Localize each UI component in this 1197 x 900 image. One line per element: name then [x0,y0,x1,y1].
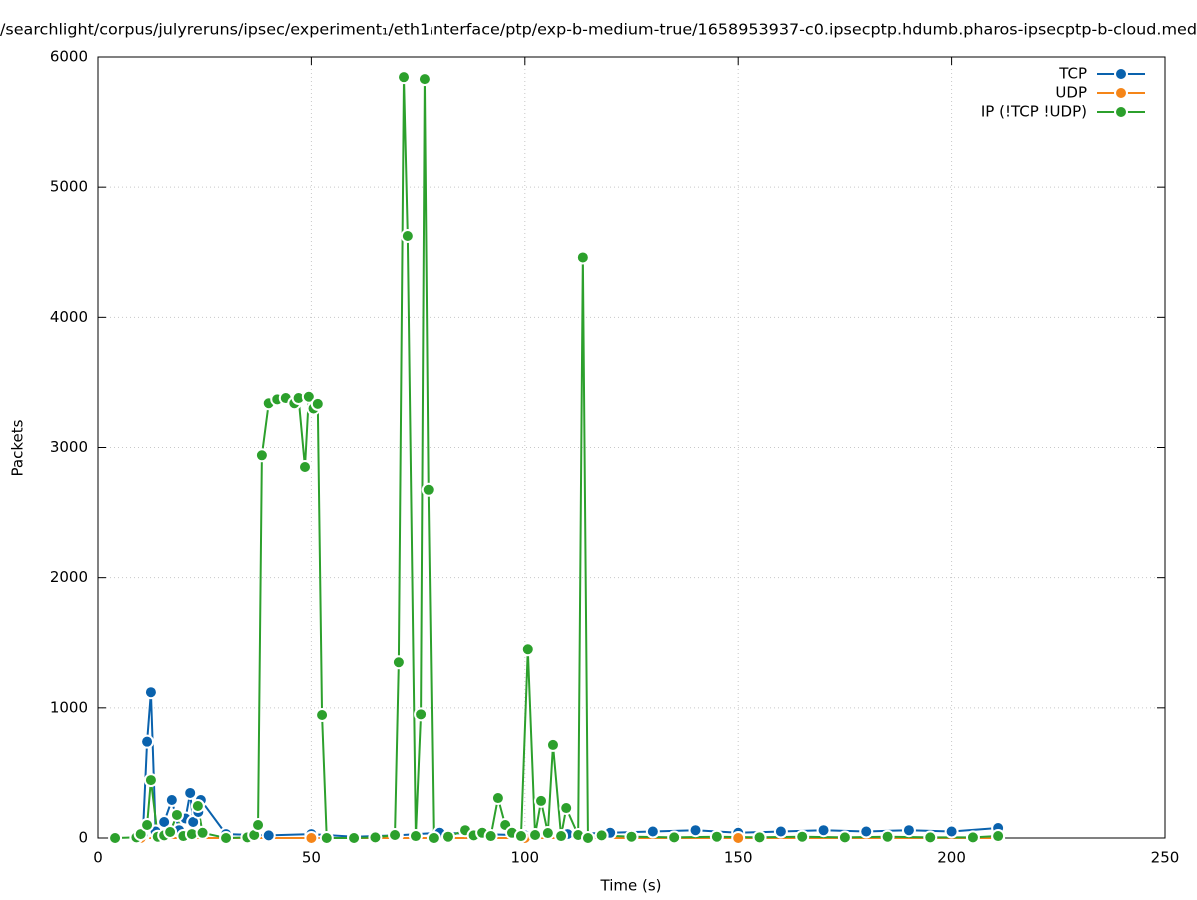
data-point [421,482,436,497]
data-point [440,829,455,844]
data-point [624,829,639,844]
data-point [991,829,1006,844]
data-point [143,773,158,788]
x-tick-label: 250 [1151,849,1180,867]
x-tick-label: 150 [724,849,753,867]
x-tick-label: 0 [93,849,103,867]
y-tick-label: 1000 [50,698,88,716]
data-point [540,826,555,841]
data-point [554,829,569,844]
y-tick-label: 6000 [50,48,88,66]
data-point [251,817,266,832]
data-point [837,830,852,845]
data-point [108,831,123,845]
data-point [315,707,330,722]
data-point [368,830,383,845]
data-point [195,825,210,840]
data-point [752,830,767,845]
data-point [773,824,788,839]
plot-area [108,70,1006,845]
data-point [157,814,172,829]
data-point [164,792,179,807]
data-point [944,824,959,839]
grid: 0 50 100 150 200 250 0 1000 2000 3000 4000 5000 6000 [50,48,1180,867]
data-point [400,228,415,243]
x-tick-label: 100 [510,849,539,867]
data-point [667,830,682,845]
data-point [545,737,560,752]
data-point [483,829,498,844]
data-point [816,823,831,838]
data-point [261,828,276,843]
data-point [534,793,549,808]
y-tick-label: 4000 [50,308,88,326]
y-tick-label: 0 [78,829,88,847]
y-tick-label: 5000 [50,178,88,196]
data-point [688,823,703,838]
data-point [575,250,590,265]
data-point [490,791,505,806]
data-point [709,829,724,844]
data-point [859,824,874,839]
data-point [645,824,660,839]
data-point [190,798,205,813]
series-line [115,77,999,840]
data-point [388,828,403,843]
legend-label: IP (!TCP !UDP) [981,103,1087,121]
data-point [397,70,412,85]
data-point [169,807,184,822]
chart-title: /searchlight/corpus/julyreruns/ipsec/exp… [0,21,1197,39]
data-point [528,828,543,843]
legend-marker [1114,105,1128,119]
data-point [319,831,334,845]
data-point [347,831,362,845]
data-point [417,72,432,87]
data-point [880,829,895,844]
data-point [297,460,312,475]
data-point [559,801,574,816]
data-point [183,785,198,800]
data-point [513,829,528,844]
data-point [163,825,178,840]
data-point [143,685,158,700]
data-point [254,448,269,463]
data-point [580,831,595,845]
data-point [304,831,319,845]
legend-marker [1114,67,1128,81]
y-tick-label: 2000 [50,568,88,586]
data-point [426,831,441,845]
x-tick-label: 50 [302,849,321,867]
legend-label: TCP [1058,65,1087,83]
x-tick-label: 200 [937,849,966,867]
data-point [414,707,429,722]
data-point [965,830,980,845]
y-tick-label: 3000 [50,438,88,456]
data-point [140,734,155,749]
data-point [923,830,938,845]
data-point [520,642,535,657]
x-axis-label: Time (s) [600,877,662,895]
data-point [795,829,810,844]
data-point [594,828,609,843]
data-point [140,817,155,832]
legend-marker [1114,86,1128,100]
y-axis-label: Packets [9,419,27,476]
data-point [408,829,423,844]
legend-label: UDP [1055,84,1087,102]
data-point [310,396,325,411]
data-point [731,831,746,845]
data-point [219,831,234,845]
data-point [391,655,406,670]
data-point [301,389,316,404]
data-point [901,823,916,838]
